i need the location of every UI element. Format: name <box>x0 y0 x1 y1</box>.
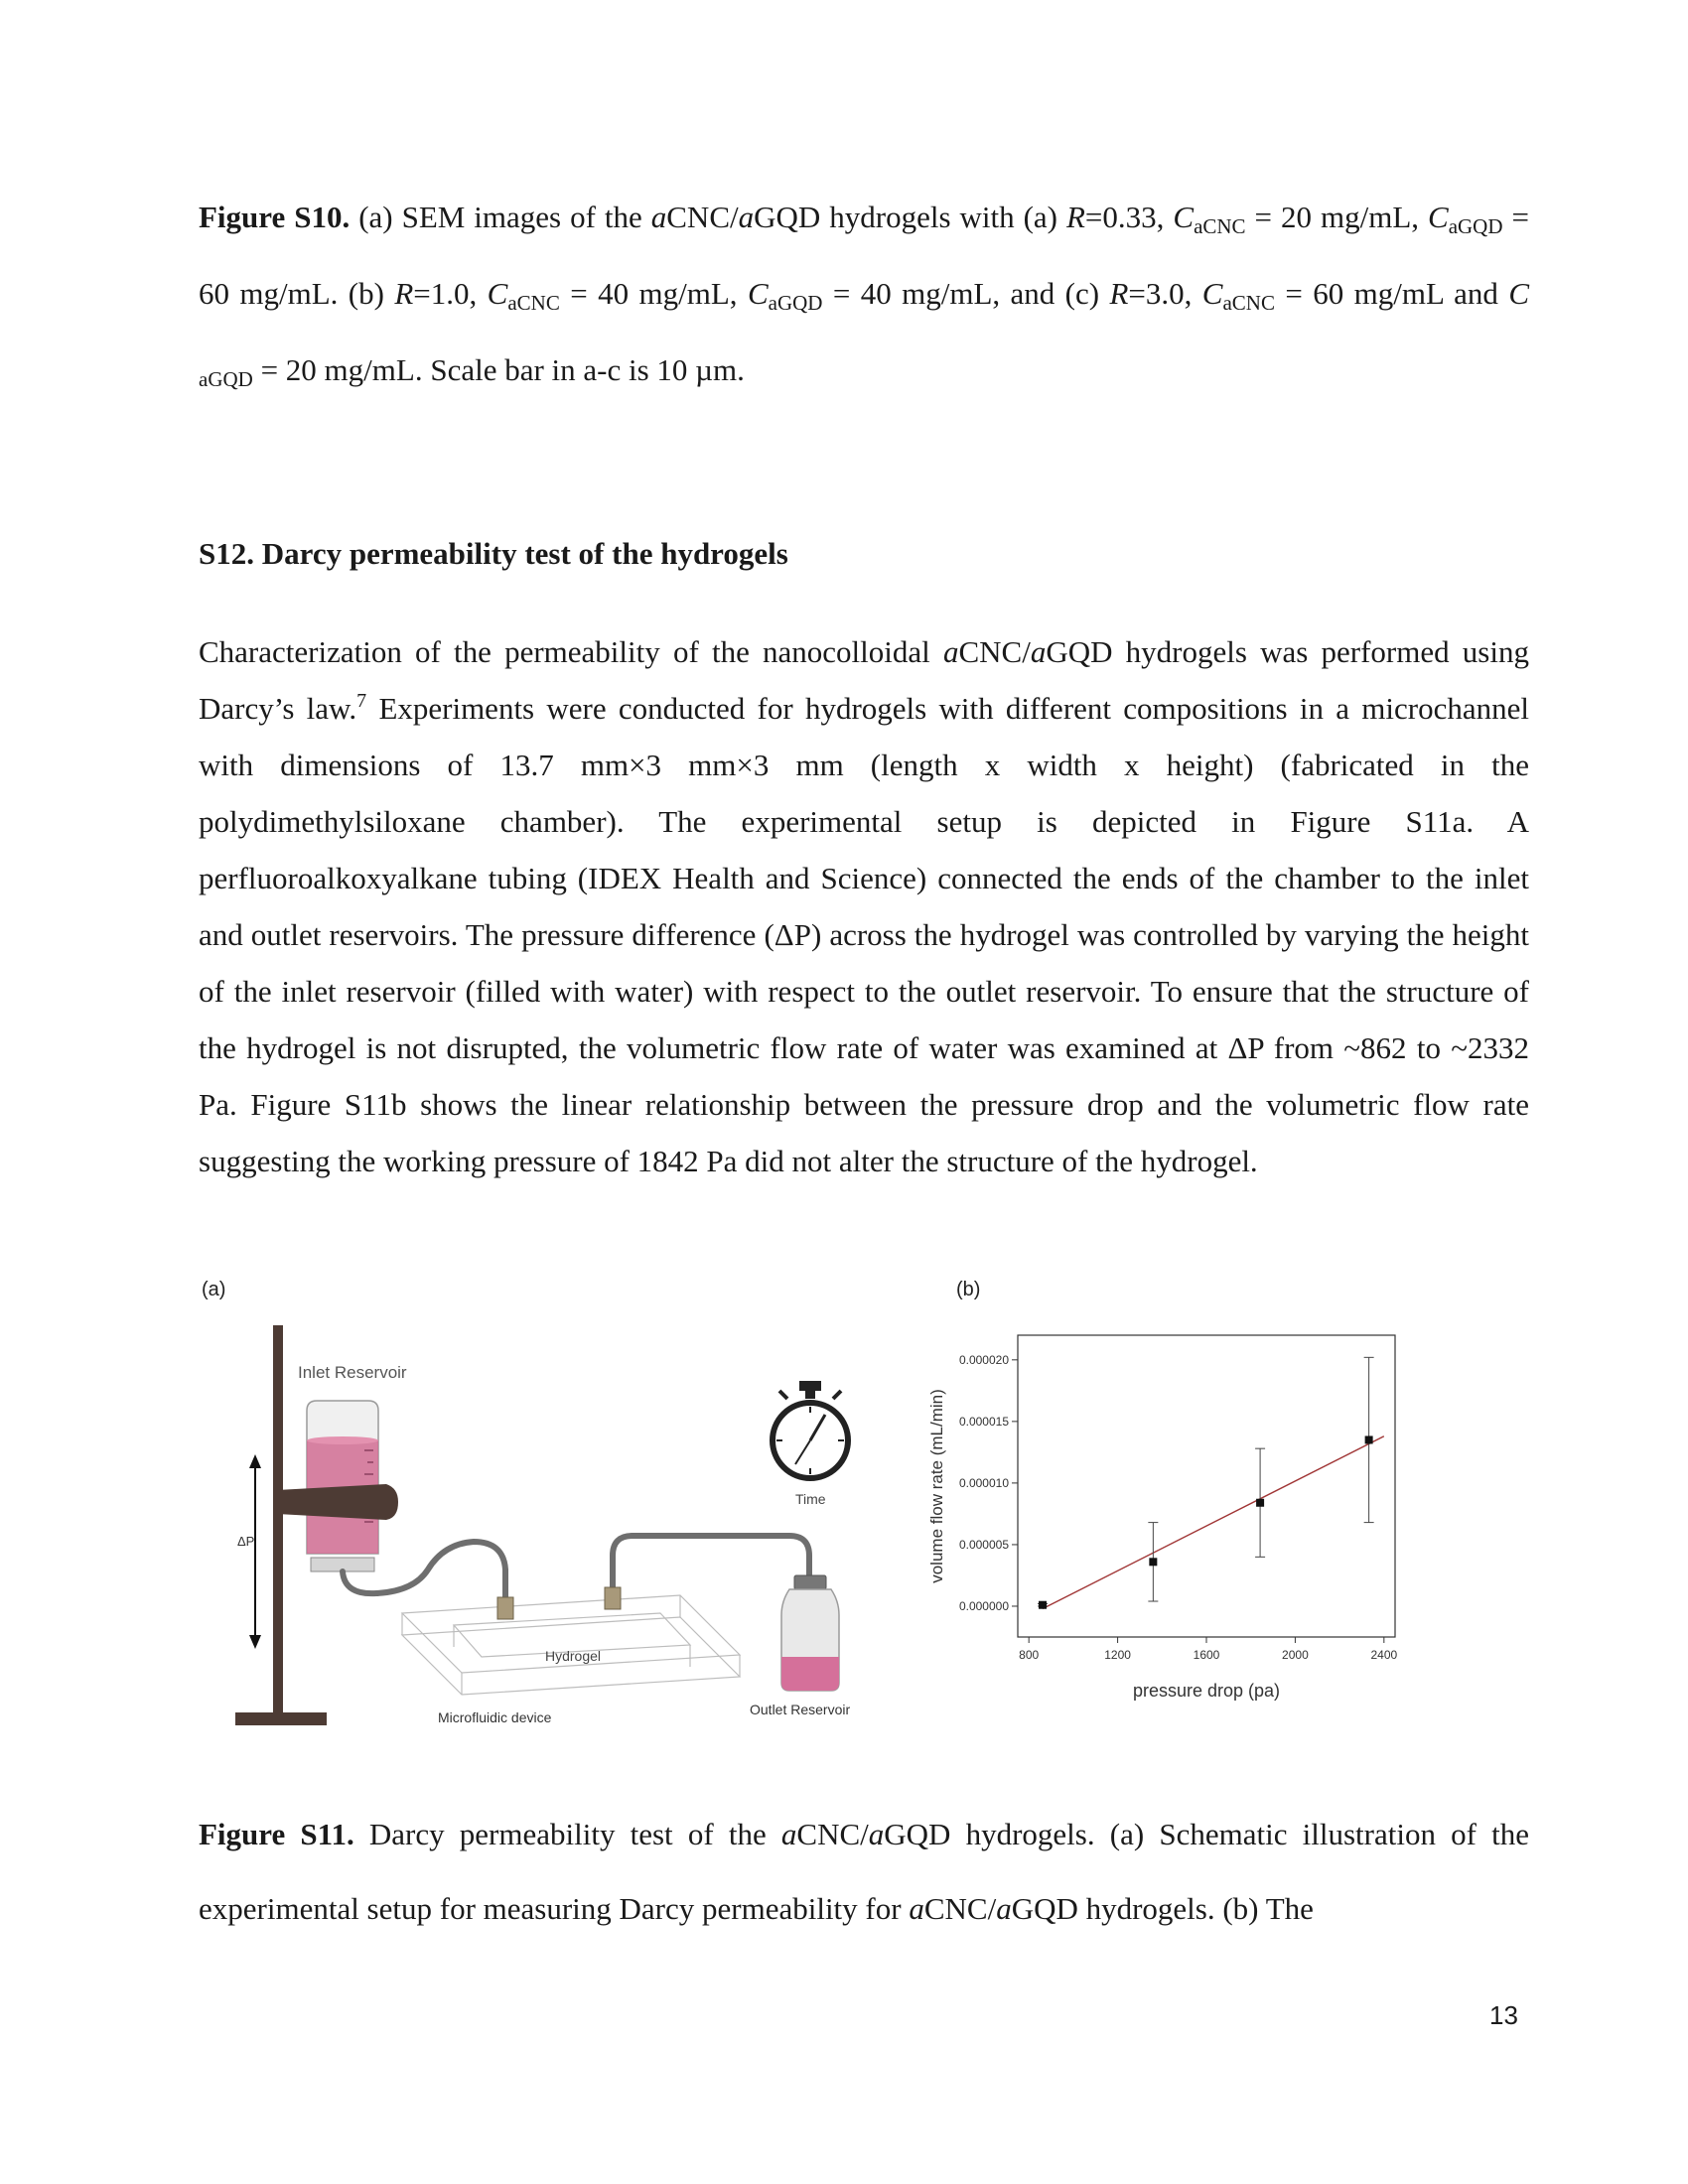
subscript: aGQD <box>1448 214 1503 238</box>
hydrogel-label: Hydrogel <box>545 1648 601 1664</box>
caption-text: = 60 mg/mL and <box>1274 276 1509 311</box>
stand-clamp <box>277 1484 398 1520</box>
subscript: aCNC <box>1194 214 1246 238</box>
data-point <box>1364 1435 1373 1444</box>
data-points <box>1039 1435 1373 1609</box>
figure-label: Figure S11. <box>199 1817 354 1851</box>
caption-text: =1.0, <box>413 276 488 311</box>
figure-s11-graphic: (a) (b) ΔP Inlet Reservoir <box>202 1279 1397 1725</box>
subscript: aCNC <box>1222 291 1275 315</box>
italic-c: C <box>1201 276 1223 311</box>
y-tick-label: 0.000000 <box>959 1599 1009 1613</box>
y-axis-ticks: 0.000000 0.000005 0.000010 0.000015 0.000020 <box>959 1353 1018 1613</box>
outlet-reservoir-label: Outlet Reservoir <box>750 1702 850 1717</box>
figure-s11-caption: Figure S11. Darcy permeability test of t… <box>199 1797 1529 1946</box>
caption-text: GQD hydrogels with (a) <box>754 200 1066 234</box>
italic-a: a <box>996 1891 1012 1926</box>
body-text: CNC/ <box>958 634 1031 669</box>
italic-c: C <box>1428 200 1449 234</box>
italic-a: a <box>1030 634 1047 669</box>
figure-label: Figure S10. <box>199 200 351 234</box>
italic-r: R <box>394 276 414 311</box>
subscript: aGQD <box>199 367 253 391</box>
x-tick-label: 1600 <box>1194 1648 1220 1662</box>
caption-text: =3.0, <box>1128 276 1202 311</box>
italic-a: a <box>942 634 959 669</box>
microfluidic-device <box>400 1594 742 1696</box>
stopwatch-icon <box>770 1381 851 1481</box>
data-point <box>1039 1600 1048 1609</box>
section-heading: S12. Darcy permeability test of the hydr… <box>199 536 788 571</box>
y-tick-label: 0.000015 <box>959 1415 1009 1429</box>
stand-base <box>235 1712 327 1725</box>
italic-a: a <box>780 1817 797 1851</box>
caption-text: CNC/ <box>923 1891 997 1926</box>
data-point <box>1256 1498 1265 1507</box>
y-axis-label: volume flow rate (mL/min) <box>927 1389 946 1583</box>
body-text: GQD hydrogels was performed using Darcy’… <box>199 634 1529 726</box>
arrow-head-up <box>249 1454 261 1468</box>
page-number: 13 <box>1489 2000 1518 2030</box>
x-tick-label: 1200 <box>1104 1648 1131 1662</box>
time-label: Time <box>795 1491 826 1507</box>
stand-pole <box>273 1325 283 1722</box>
microfluidic-device-label: Microfluidic device <box>438 1709 552 1725</box>
inlet-tubing <box>340 1538 508 1606</box>
body-text: Experiments were conducted for hydrogels… <box>199 691 1529 1178</box>
subscript: aGQD <box>768 291 823 315</box>
italic-c: C <box>1173 200 1195 234</box>
schematic-setup: ΔP Inlet Reservoir <box>235 1325 851 1725</box>
linear-fit-line <box>1042 1435 1385 1610</box>
inlet-reservoir-label: Inlet Reservoir <box>298 1363 407 1382</box>
error-bars <box>1038 1356 1374 1607</box>
flow-rate-chart: 0.000000 0.000005 0.000010 0.000015 0.000020… <box>927 1334 1397 1701</box>
italic-r: R <box>1109 276 1129 311</box>
caption-text: = 60 mg/mL. (b) <box>199 200 1529 311</box>
y-tick-label: 0.000005 <box>959 1538 1009 1552</box>
caption-text: = 20 mg/mL, <box>1245 200 1428 234</box>
caption-text: CNC/ <box>666 200 739 234</box>
panel-b-label: (b) <box>956 1279 980 1300</box>
caption-text: =0.33, <box>1084 200 1174 234</box>
x-axis-label: pressure drop (pa) <box>1133 1681 1280 1701</box>
panel-a-label: (a) <box>202 1279 225 1300</box>
italic-c: C <box>487 276 508 311</box>
italic-a: a <box>868 1817 885 1851</box>
x-tick-label: 2400 <box>1370 1648 1397 1662</box>
italic-a: a <box>650 200 667 234</box>
y-tick-label: 0.000020 <box>959 1353 1009 1367</box>
outlet-connector <box>604 1586 622 1610</box>
inlet-connector <box>496 1596 514 1620</box>
plot-frame <box>1017 1334 1396 1638</box>
x-axis-ticks: 800 1200 1600 2000 2400 <box>1019 1637 1397 1662</box>
body-paragraph: Characterization of the permeability of … <box>199 623 1529 1189</box>
caption-text: = 40 mg/mL, <box>559 276 748 311</box>
caption-text: GQD hydrogels. (a) Schematic illustratio… <box>199 1817 1529 1926</box>
outlet-reservoir <box>780 1574 840 1692</box>
caption-text: = 20 mg/mL. Scale bar in a-c is 10 µm. <box>252 352 745 387</box>
italic-c: C <box>1508 276 1529 311</box>
italic-c: C <box>747 276 769 311</box>
data-point <box>1149 1558 1158 1567</box>
caption-text: Darcy permeability test of the <box>353 1817 781 1851</box>
arrow-head-down <box>249 1635 261 1649</box>
y-tick-label: 0.000010 <box>959 1476 1009 1490</box>
italic-a: a <box>909 1891 924 1926</box>
x-tick-label: 2000 <box>1282 1648 1309 1662</box>
caption-text: = 40 mg/mL, and (c) <box>822 276 1110 311</box>
outlet-tubing <box>610 1533 812 1596</box>
caption-text: (a) SEM images of the <box>350 200 651 234</box>
figure-s11: (a) (b) ΔP Inlet Reservoir <box>194 1276 1415 1762</box>
x-tick-label: 800 <box>1019 1648 1039 1662</box>
delta-p-label: ΔP <box>237 1534 254 1549</box>
italic-r: R <box>1065 200 1085 234</box>
body-text: Characterization of the permeability of … <box>199 634 943 669</box>
reference-superscript: 7 <box>356 690 367 712</box>
caption-text: CNC/ <box>796 1817 869 1851</box>
italic-a: a <box>738 200 755 234</box>
caption-text: GQD hydrogels. (b) The <box>1011 1891 1314 1926</box>
subscript: aCNC <box>507 291 560 315</box>
figure-s10-caption: Figure S10. (a) SEM images of the aCNC/a… <box>199 179 1529 408</box>
